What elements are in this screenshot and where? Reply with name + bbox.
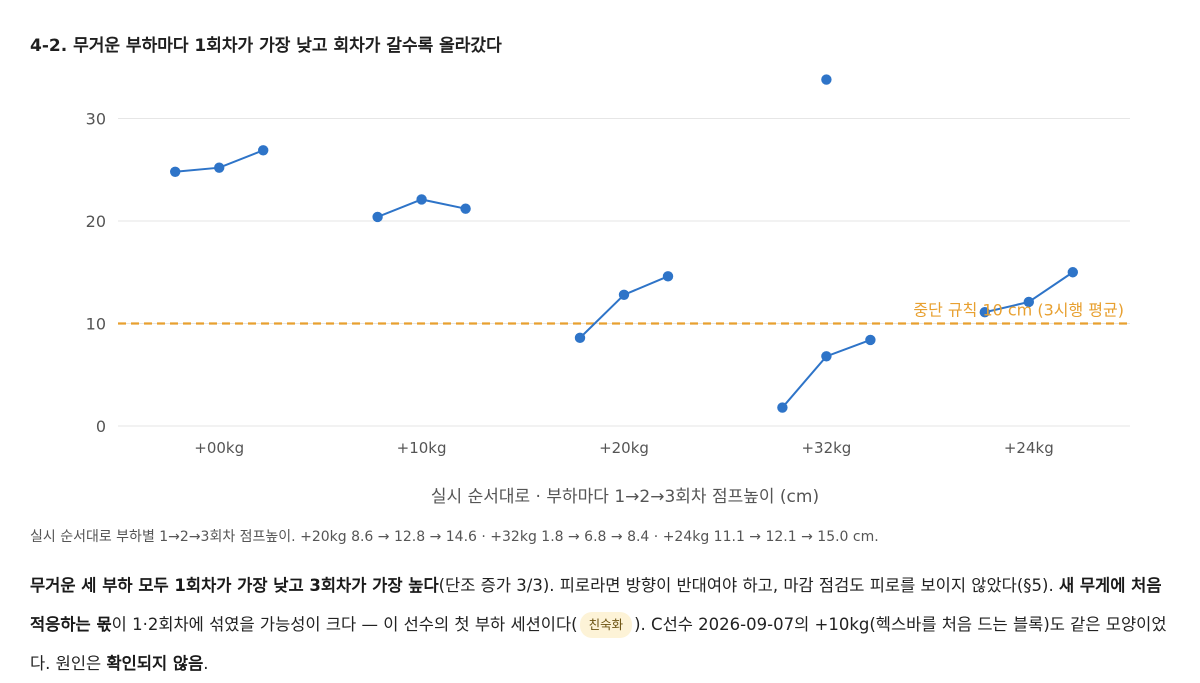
data-point: [777, 402, 788, 413]
series-line: [579, 275, 669, 339]
body-text-4: .: [203, 654, 209, 673]
data-point: [372, 211, 383, 223]
series-line: [781, 338, 871, 409]
body-text-1: (단조 증가 3/3). 피로라면 방향이 반대여야 하고, 마감 점검도 피로…: [438, 576, 1059, 595]
grid-layer: [118, 118, 1130, 427]
familiarization-tag: 친숙화: [579, 612, 633, 638]
body-emphasis-1: 무거운 세 부하 모두 1회차가 가장 낮고 3회차가 가장 높다: [30, 576, 439, 595]
y-tick-label-20: 20: [86, 212, 106, 231]
x-tick-label: +20kg: [599, 439, 649, 457]
data-point: [865, 334, 876, 346]
chart-caption: 실시 순서대로 부하별 1→2→3회차 점프높이. +20kg 8.6 → 12…: [30, 529, 879, 545]
data-point: [1023, 296, 1034, 308]
x-tick-label: +10kg: [397, 439, 447, 457]
data-point: [214, 162, 225, 173]
data-point: [1067, 267, 1079, 278]
body-text-2: 이 1·2회차에 섞였을 가능성이 크다 — 이 선수의 첫 부하 세션이다(: [111, 615, 578, 634]
data-point: [618, 289, 630, 300]
axis-layer: 0 10 20 30 +00kg +10kg +20kg +32kg +24kg: [86, 110, 1054, 458]
body-emphasis-2: 새 무게에 처음 적응하는 몫: [30, 576, 1162, 634]
x-tick-label: +00kg: [194, 439, 244, 457]
data-point: [258, 145, 269, 156]
data-point: [821, 351, 832, 362]
y-tick-label-30: 30: [86, 110, 106, 129]
body-emphasis-3: 확인되지 않음: [106, 654, 204, 673]
chart-title: 4-2. 무거운 부하마다 1회차가 가장 낮고 회차가 갈수록 올라갔다: [30, 36, 502, 56]
data-point: [460, 203, 471, 214]
data-point: [662, 271, 674, 282]
y-tick-label-10: 10: [86, 315, 106, 334]
data-point: [574, 332, 586, 344]
x-axis-title: 실시 순서대로 · 부하마다 1→2→3회차 점프높이 (cm): [431, 487, 819, 507]
reference-line-label: 중단 규칙 10 cm (3시행 평균): [913, 301, 1124, 320]
data-point: [979, 307, 990, 318]
jump-height-chart: 0 10 20 30 +00kg +10kg +20kg +32kg +24kg 중단 규칙 1…: [86, 74, 1130, 507]
data-point: [416, 194, 427, 205]
y-tick-label-0: 0: [96, 417, 106, 436]
body-paragraph: 무거운 세 부하 모두 1회차가 가장 낮고 3회차가 가장 높다(단조 증가 …: [30, 566, 1175, 683]
outlier-point: [821, 74, 832, 85]
x-tick-label: +32kg: [801, 439, 851, 457]
x-tick-label: +24kg: [1004, 439, 1054, 457]
data-point: [170, 166, 181, 177]
series-layer: 중단 규칙 10 cm (3시행 평균): [170, 74, 1124, 413]
